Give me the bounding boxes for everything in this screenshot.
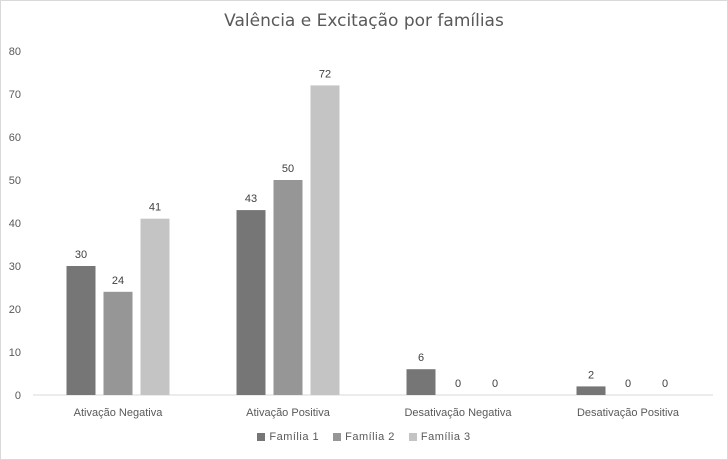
data-label: 72 xyxy=(319,68,331,80)
legend: Família 1 Família 2 Família 3 xyxy=(1,431,727,443)
data-label: 2 xyxy=(588,369,594,381)
data-label: 0 xyxy=(625,378,631,390)
data-label: 0 xyxy=(662,378,668,390)
bar-2-2 xyxy=(273,180,303,395)
bar-2-1 xyxy=(236,210,266,395)
chart-title: Valência e Excitação por famílias xyxy=(224,11,504,31)
bar-4-1 xyxy=(576,386,606,395)
y-tick-label: 40 xyxy=(9,218,21,230)
legend-swatch xyxy=(408,433,417,441)
data-label: 6 xyxy=(418,352,424,364)
y-tick-label: 20 xyxy=(9,304,21,316)
legend-swatch xyxy=(257,433,266,441)
y-tick-label: 80 xyxy=(9,46,21,58)
bar-2-3 xyxy=(310,85,340,396)
x-category-label: Desativação Positiva xyxy=(577,407,680,419)
legend-label: Família 3 xyxy=(420,431,471,443)
bar-1-3 xyxy=(140,218,170,395)
legend-item: Família 2 xyxy=(333,431,395,443)
bar-3-1 xyxy=(406,369,436,395)
bar-1-1 xyxy=(66,266,96,395)
y-tick-label: 70 xyxy=(9,89,21,101)
legend-label: Família 2 xyxy=(345,431,395,443)
data-label: 0 xyxy=(492,378,498,390)
y-tick-label: 50 xyxy=(9,175,21,187)
data-label: 41 xyxy=(149,202,161,214)
x-category-label: Ativação Positiva xyxy=(246,407,331,419)
legend-item: Família 3 xyxy=(408,431,471,443)
data-label: 30 xyxy=(75,249,87,261)
legend-swatch xyxy=(333,433,342,441)
y-tick-label: 0 xyxy=(15,390,21,402)
x-category-label: Desativação Negativa xyxy=(404,407,512,419)
data-label: 43 xyxy=(245,193,257,205)
y-tick-label: 10 xyxy=(9,347,21,359)
data-label: 0 xyxy=(455,378,461,390)
data-label: 24 xyxy=(112,275,124,287)
data-label: 50 xyxy=(282,163,294,175)
bar-1-2 xyxy=(103,291,133,395)
x-category-label: Ativação Negativa xyxy=(74,407,164,419)
legend-label: Família 1 xyxy=(269,431,320,443)
legend-item: Família 1 xyxy=(257,431,319,443)
y-tick-label: 60 xyxy=(9,132,21,144)
y-tick-label: 30 xyxy=(9,261,21,273)
